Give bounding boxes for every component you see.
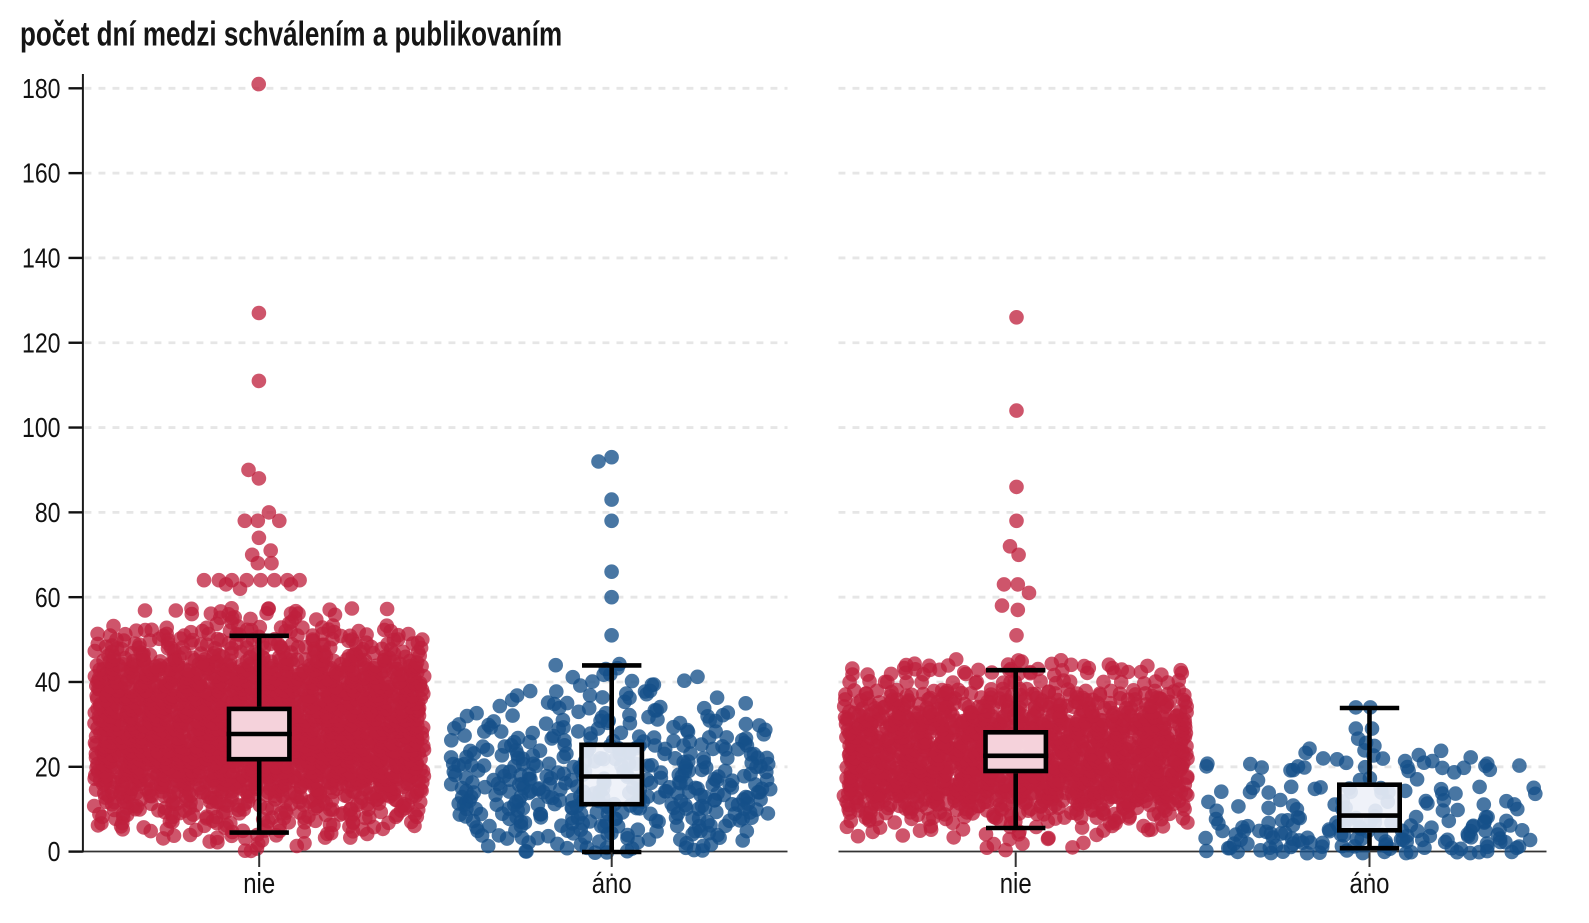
svg-text:20: 20 bbox=[35, 753, 61, 783]
svg-text:140: 140 bbox=[22, 244, 61, 274]
svg-text:áno: áno bbox=[592, 867, 632, 899]
svg-text:80: 80 bbox=[35, 498, 61, 528]
svg-text:nie: nie bbox=[1000, 867, 1032, 899]
svg-text:180: 180 bbox=[22, 74, 61, 104]
svg-text:počet dní medzi schválením a p: počet dní medzi schválením a publikovaní… bbox=[20, 15, 562, 53]
svg-text:60: 60 bbox=[35, 583, 61, 613]
svg-text:40: 40 bbox=[35, 668, 61, 698]
svg-text:áno: áno bbox=[1350, 867, 1390, 899]
svg-text:0: 0 bbox=[48, 837, 61, 867]
svg-text:nie: nie bbox=[243, 867, 275, 899]
svg-text:160: 160 bbox=[22, 159, 61, 189]
svg-text:100: 100 bbox=[22, 413, 61, 443]
svg-text:120: 120 bbox=[22, 328, 61, 358]
